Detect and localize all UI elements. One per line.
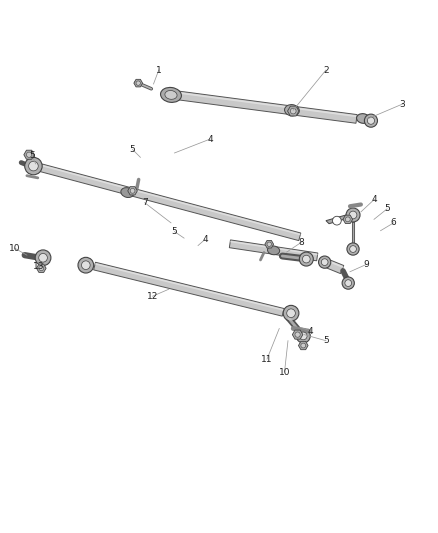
Text: 4: 4 bbox=[208, 134, 213, 143]
Text: 8: 8 bbox=[298, 238, 304, 247]
Circle shape bbox=[39, 266, 44, 271]
Circle shape bbox=[318, 256, 331, 268]
Polygon shape bbox=[298, 341, 308, 350]
Polygon shape bbox=[230, 241, 318, 255]
Circle shape bbox=[130, 189, 135, 193]
Text: 5: 5 bbox=[130, 145, 135, 154]
Circle shape bbox=[303, 255, 310, 263]
Text: 5: 5 bbox=[172, 227, 177, 236]
Circle shape bbox=[364, 114, 378, 127]
Circle shape bbox=[367, 117, 374, 124]
Circle shape bbox=[26, 152, 32, 157]
Circle shape bbox=[301, 343, 306, 348]
Circle shape bbox=[296, 329, 310, 343]
Circle shape bbox=[321, 259, 328, 265]
Polygon shape bbox=[128, 187, 138, 195]
Ellipse shape bbox=[357, 114, 370, 123]
Circle shape bbox=[283, 305, 299, 321]
Polygon shape bbox=[42, 165, 300, 235]
Circle shape bbox=[290, 108, 296, 114]
Circle shape bbox=[300, 332, 307, 340]
Circle shape bbox=[332, 216, 341, 225]
Text: 5: 5 bbox=[29, 151, 35, 160]
Polygon shape bbox=[134, 79, 143, 87]
Polygon shape bbox=[327, 260, 343, 268]
Polygon shape bbox=[95, 263, 284, 311]
Circle shape bbox=[81, 261, 90, 270]
Circle shape bbox=[347, 243, 359, 255]
Circle shape bbox=[346, 217, 350, 222]
Ellipse shape bbox=[161, 87, 181, 102]
Circle shape bbox=[136, 81, 141, 85]
Circle shape bbox=[342, 277, 354, 289]
Polygon shape bbox=[324, 259, 344, 273]
Text: 4: 4 bbox=[202, 235, 208, 244]
Circle shape bbox=[287, 309, 295, 318]
Text: 11: 11 bbox=[261, 354, 273, 364]
Circle shape bbox=[28, 161, 38, 171]
Circle shape bbox=[345, 280, 352, 286]
Circle shape bbox=[39, 254, 47, 262]
Text: 10: 10 bbox=[279, 368, 290, 377]
Text: 6: 6 bbox=[391, 219, 396, 228]
Circle shape bbox=[35, 250, 51, 265]
Polygon shape bbox=[94, 262, 284, 316]
Text: 2: 2 bbox=[323, 66, 329, 75]
Polygon shape bbox=[292, 330, 303, 339]
Circle shape bbox=[295, 332, 300, 337]
Polygon shape bbox=[36, 264, 46, 272]
Text: 4: 4 bbox=[371, 195, 377, 204]
Text: 5: 5 bbox=[323, 336, 329, 345]
Text: 5: 5 bbox=[384, 204, 390, 213]
Ellipse shape bbox=[268, 246, 279, 255]
Circle shape bbox=[349, 211, 357, 219]
Ellipse shape bbox=[165, 91, 177, 99]
Polygon shape bbox=[326, 213, 354, 224]
Polygon shape bbox=[40, 164, 301, 240]
Circle shape bbox=[25, 157, 42, 175]
Polygon shape bbox=[230, 240, 318, 261]
Circle shape bbox=[78, 257, 94, 273]
Circle shape bbox=[267, 242, 272, 246]
Text: 1: 1 bbox=[156, 66, 162, 75]
Polygon shape bbox=[178, 92, 357, 117]
Text: 4: 4 bbox=[308, 327, 314, 336]
Circle shape bbox=[350, 246, 357, 253]
Text: 7: 7 bbox=[142, 198, 148, 207]
Polygon shape bbox=[343, 215, 353, 223]
Circle shape bbox=[299, 252, 313, 266]
Ellipse shape bbox=[121, 188, 134, 198]
Text: 12: 12 bbox=[147, 292, 158, 301]
Ellipse shape bbox=[285, 104, 299, 116]
Text: 13: 13 bbox=[33, 262, 45, 271]
Circle shape bbox=[346, 208, 360, 222]
Text: 9: 9 bbox=[364, 260, 369, 269]
Text: 10: 10 bbox=[9, 244, 21, 253]
Polygon shape bbox=[288, 106, 299, 116]
Text: 3: 3 bbox=[399, 100, 405, 109]
Polygon shape bbox=[265, 240, 274, 248]
Polygon shape bbox=[24, 150, 34, 159]
Polygon shape bbox=[177, 91, 357, 123]
